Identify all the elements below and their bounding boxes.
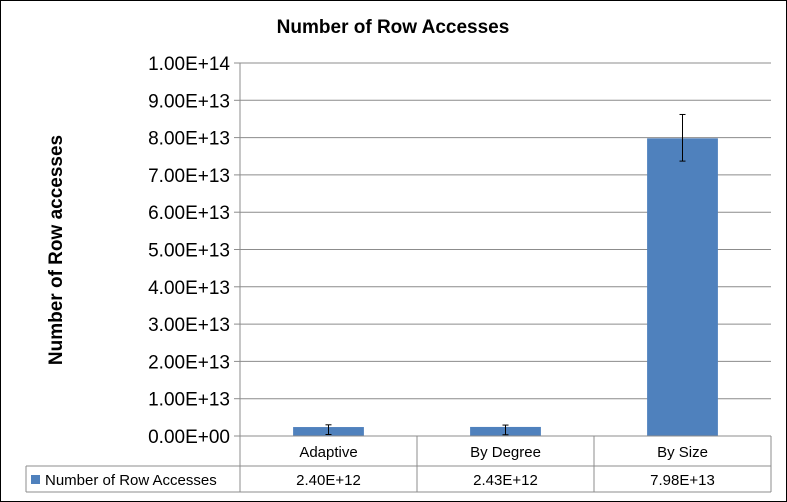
x-category-label: Adaptive bbox=[299, 444, 357, 461]
y-tick-label: 8.00E+13 bbox=[148, 129, 230, 150]
chart-title: Number of Row Accesses bbox=[277, 17, 510, 38]
y-tick-label: 4.00E+13 bbox=[148, 278, 230, 299]
table-value: 2.43E+12 bbox=[473, 472, 538, 489]
data-table: Adaptive By Degree By Size Number of Row Ac… bbox=[25, 435, 772, 493]
y-tick-label: 0.00E+00 bbox=[148, 427, 230, 448]
y-tick-label: 5.00E+13 bbox=[148, 241, 230, 262]
error-bars bbox=[325, 113, 686, 436]
legend-series-name: Number of Row Accesses bbox=[45, 472, 217, 489]
x-category-label: By Degree bbox=[470, 444, 541, 461]
y-tick-label: 9.00E+13 bbox=[148, 91, 230, 112]
y-tick-label: 7.00E+13 bbox=[148, 166, 230, 187]
table-value: 2.40E+12 bbox=[296, 472, 361, 489]
x-category-label: By Size bbox=[657, 444, 708, 461]
y-axis-ticks: 0.00E+00 1.00E+13 2.00E+13 3.00E+13 4.00E+13… bbox=[148, 54, 230, 448]
y-tick-label: 3.00E+13 bbox=[148, 315, 230, 336]
y-axis-label: Number of Row accesses bbox=[46, 135, 67, 365]
legend-swatch bbox=[31, 475, 40, 484]
bars bbox=[293, 138, 718, 436]
table-value: 7.98E+13 bbox=[650, 472, 715, 489]
y-tick-label: 6.00E+13 bbox=[148, 203, 230, 224]
y-tick-label: 1.00E+13 bbox=[148, 390, 230, 411]
y-tick-label: 1.00E+14 bbox=[148, 54, 230, 75]
bar bbox=[647, 138, 718, 436]
y-tick-label: 2.00E+13 bbox=[148, 352, 230, 373]
